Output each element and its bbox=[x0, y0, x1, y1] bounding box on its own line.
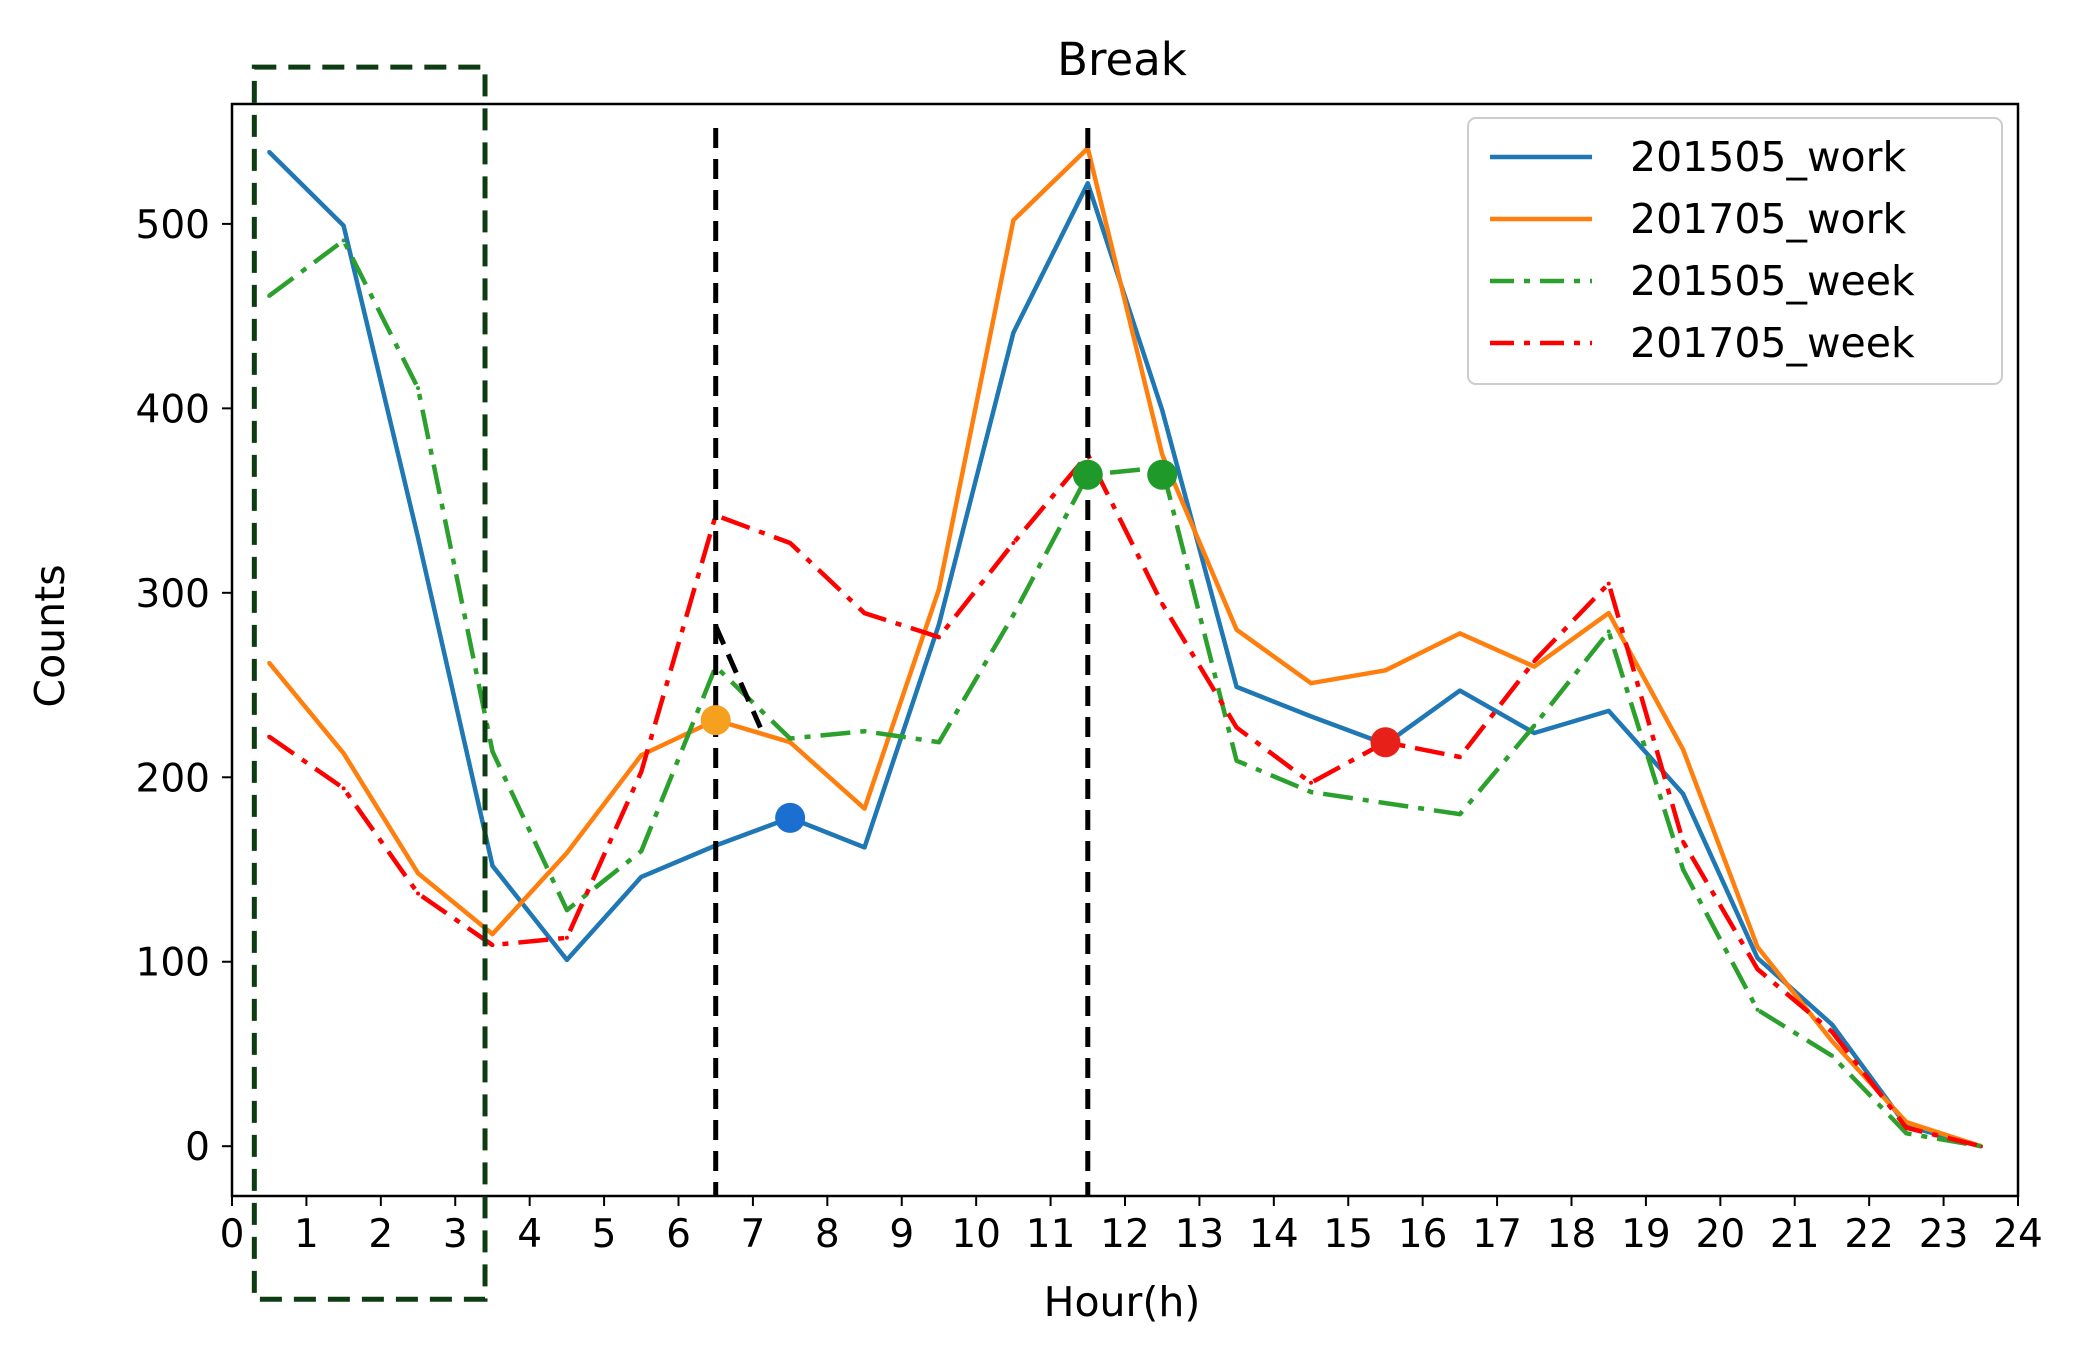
x-tick-label: 17 bbox=[1472, 1212, 1522, 1257]
annotation-marker bbox=[1147, 459, 1178, 490]
x-tick-label: 22 bbox=[1844, 1212, 1894, 1257]
series-line-201505_week bbox=[267, 238, 1982, 1149]
data-point-201505_week bbox=[416, 386, 421, 391]
x-tick-label: 11 bbox=[1026, 1212, 1076, 1257]
x-tick-label: 15 bbox=[1323, 1212, 1373, 1257]
x-tick-label: 5 bbox=[592, 1212, 617, 1257]
data-point-201705_week bbox=[1606, 581, 1611, 586]
series-line-201705_work bbox=[267, 146, 1982, 1149]
x-tick-label: 23 bbox=[1919, 1212, 1969, 1257]
data-point-201505_week bbox=[1606, 629, 1611, 634]
legend-label: 201705_work bbox=[1630, 195, 1906, 243]
x-tick-label: 21 bbox=[1770, 1212, 1820, 1257]
x-tick-label: 24 bbox=[1993, 1212, 2043, 1257]
x-tick-label: 7 bbox=[741, 1212, 766, 1257]
x-axis-label: Hour(h) bbox=[1044, 1278, 1201, 1326]
legend-label: 201505_work bbox=[1630, 133, 1906, 181]
data-point-201705_week bbox=[341, 786, 346, 791]
annotation-diagonal-line bbox=[713, 625, 763, 729]
data-point-201505_week bbox=[1755, 1007, 1760, 1012]
data-point-201705_week bbox=[564, 935, 569, 940]
x-tick-label: 9 bbox=[889, 1212, 914, 1257]
annotation-marker bbox=[775, 802, 806, 833]
x-tick-label: 13 bbox=[1175, 1212, 1225, 1257]
series-line-201705_week bbox=[267, 452, 1982, 1149]
x-tick-label: 19 bbox=[1621, 1212, 1671, 1257]
x-tick-label: 6 bbox=[666, 1212, 691, 1257]
annotation-marker bbox=[700, 705, 731, 736]
x-tick-label: 8 bbox=[815, 1212, 840, 1257]
x-tick-label: 3 bbox=[443, 1212, 468, 1257]
y-tick-label: 0 bbox=[185, 1125, 210, 1170]
x-tick-label: 12 bbox=[1100, 1212, 1150, 1257]
x-tick-label: 4 bbox=[517, 1212, 542, 1257]
legend: 201505_work 201705_work 201505_week 201705_… bbox=[1467, 117, 2003, 385]
chart-title: Break bbox=[1057, 33, 1187, 86]
data-point-201705_week bbox=[1011, 541, 1016, 546]
y-axis-label: Counts bbox=[26, 564, 74, 707]
x-tick-label: 1 bbox=[294, 1212, 319, 1257]
x-tick-label: 20 bbox=[1696, 1212, 1746, 1257]
x-tick-label: 18 bbox=[1547, 1212, 1597, 1257]
x-tick-label: 10 bbox=[951, 1212, 1001, 1257]
y-tick-label: 400 bbox=[136, 387, 210, 432]
y-tick-label: 100 bbox=[136, 941, 210, 986]
y-tick-label: 500 bbox=[136, 203, 210, 248]
annotation-highlight-box bbox=[251, 64, 488, 1302]
annotation-marker bbox=[1370, 727, 1401, 758]
legend-frame bbox=[1467, 117, 2003, 385]
y-tick-label: 200 bbox=[136, 756, 210, 801]
data-point-201705_week bbox=[416, 891, 421, 896]
legend-label: 201505_week bbox=[1630, 257, 1915, 305]
x-tick-label: 16 bbox=[1398, 1212, 1448, 1257]
x-tick-label: 14 bbox=[1249, 1212, 1299, 1257]
x-tick-label: 2 bbox=[368, 1212, 393, 1257]
legend-label: 201705_week bbox=[1630, 319, 1915, 367]
data-point-201705_week bbox=[1309, 780, 1314, 785]
x-tick-label: 0 bbox=[220, 1212, 245, 1257]
y-tick-label: 300 bbox=[136, 572, 210, 617]
annotation-marker bbox=[1072, 459, 1103, 490]
